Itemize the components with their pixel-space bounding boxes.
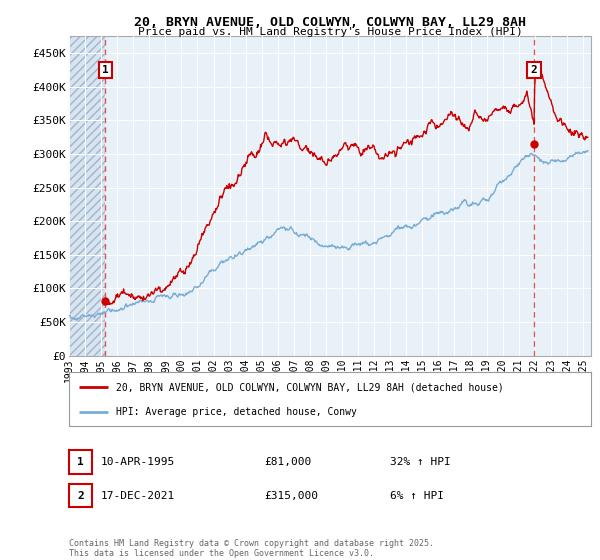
Text: 1: 1 <box>102 65 109 75</box>
Text: £81,000: £81,000 <box>264 457 311 467</box>
Text: 10-APR-1995: 10-APR-1995 <box>101 457 175 467</box>
Text: £315,000: £315,000 <box>264 491 318 501</box>
Text: HPI: Average price, detached house, Conwy: HPI: Average price, detached house, Conw… <box>116 407 357 417</box>
Text: 1: 1 <box>77 457 84 467</box>
Text: 20, BRYN AVENUE, OLD COLWYN, COLWYN BAY, LL29 8AH (detached house): 20, BRYN AVENUE, OLD COLWYN, COLWYN BAY,… <box>116 382 504 393</box>
Text: Price paid vs. HM Land Registry's House Price Index (HPI): Price paid vs. HM Land Registry's House … <box>137 27 523 37</box>
Text: 32% ↑ HPI: 32% ↑ HPI <box>390 457 451 467</box>
Text: 6% ↑ HPI: 6% ↑ HPI <box>390 491 444 501</box>
Bar <box>69 36 106 356</box>
Text: 20, BRYN AVENUE, OLD COLWYN, COLWYN BAY, LL29 8AH: 20, BRYN AVENUE, OLD COLWYN, COLWYN BAY,… <box>134 16 526 29</box>
Text: 17-DEC-2021: 17-DEC-2021 <box>101 491 175 501</box>
Text: 2: 2 <box>77 491 84 501</box>
Text: Contains HM Land Registry data © Crown copyright and database right 2025.
This d: Contains HM Land Registry data © Crown c… <box>69 539 434 558</box>
Text: 2: 2 <box>531 65 538 75</box>
